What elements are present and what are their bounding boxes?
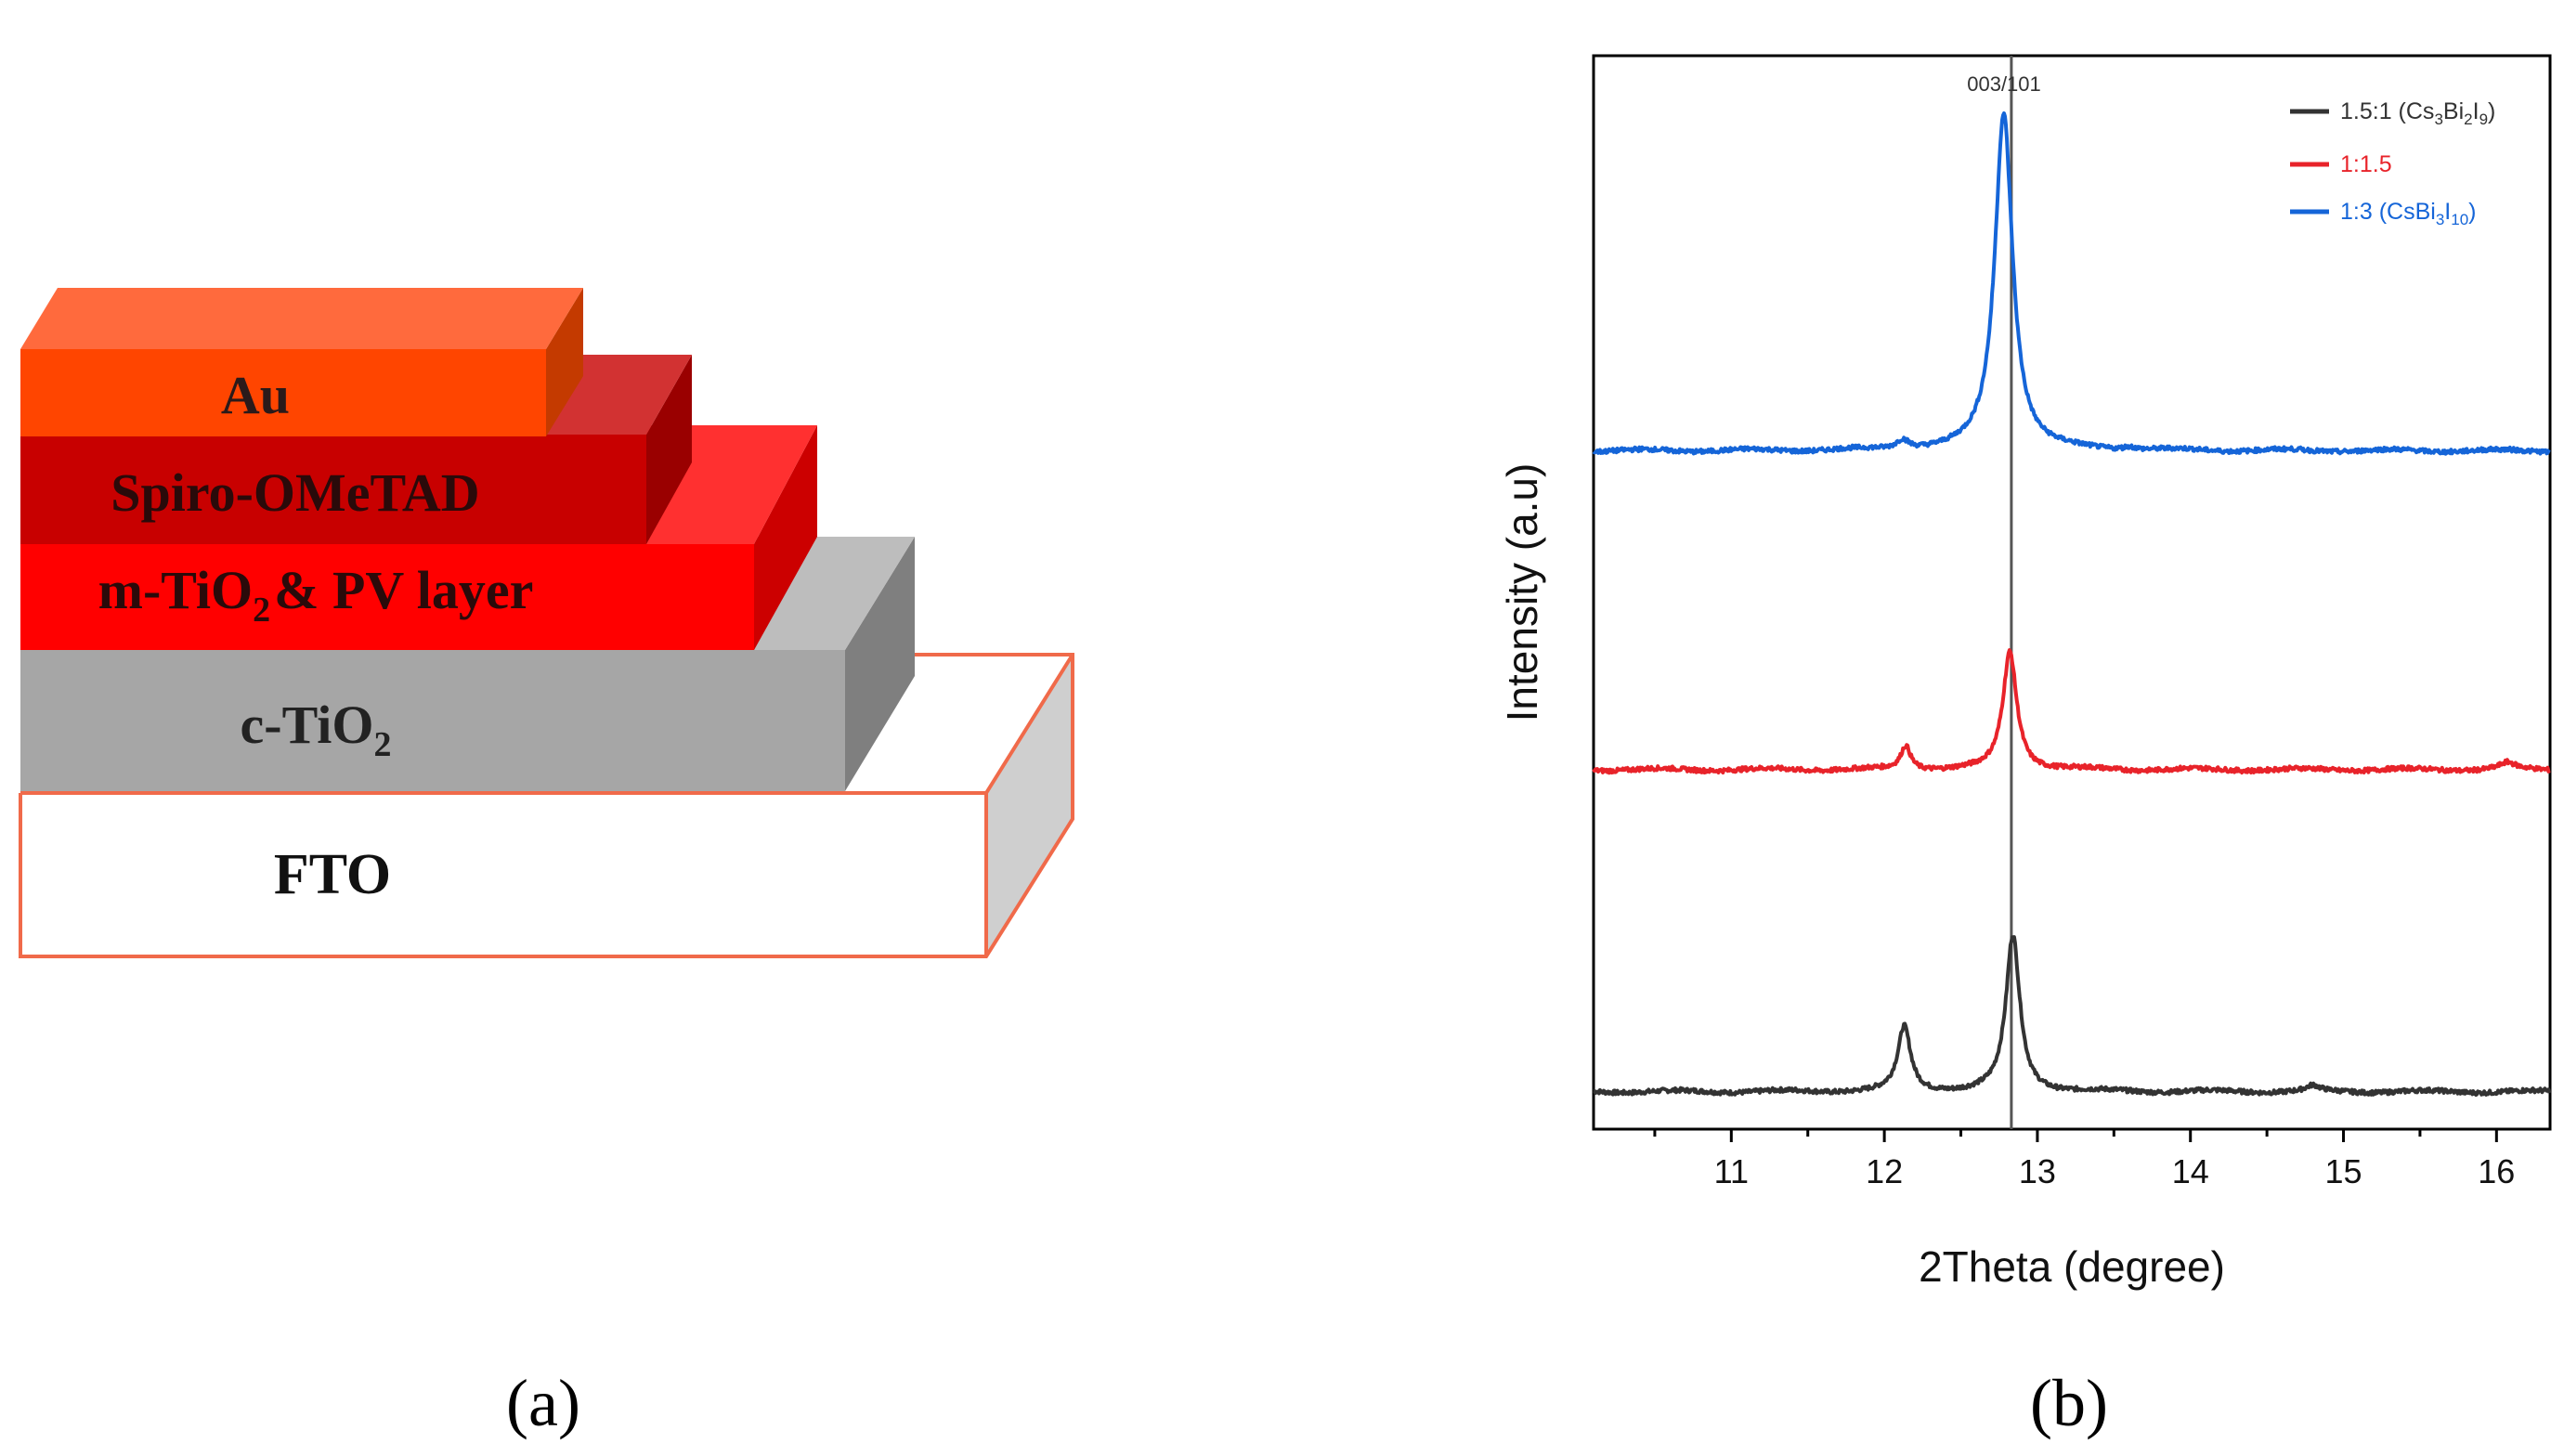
mtio2-label-sub: 2 bbox=[253, 591, 270, 630]
x-tick-label: 16 bbox=[2478, 1152, 2515, 1190]
panel-a-device-stack: Au Spiro-OMeTAD m-TiO2& PV layer c-TiO2 … bbox=[19, 288, 1074, 958]
legend-1-sub1: 3 bbox=[2434, 110, 2442, 128]
ctio2-label: c-TiO2 bbox=[241, 695, 392, 764]
spiro-label: Spiro-OMeTAD bbox=[111, 462, 479, 523]
legend-1-mid: Bi bbox=[2443, 98, 2464, 124]
xrd-series-line bbox=[1592, 648, 2551, 775]
mtio2-label: m-TiO2& PV layer bbox=[98, 560, 534, 630]
ctio2-layer-front bbox=[20, 650, 845, 791]
legend-3-post: ) bbox=[2468, 199, 2476, 225]
legend-label-2: 1:1.5 bbox=[2340, 151, 2392, 177]
x-ticks bbox=[1653, 1129, 2498, 1142]
mtio2-label-prefix: m-TiO bbox=[98, 560, 254, 620]
x-tick-label: 15 bbox=[2324, 1152, 2362, 1190]
fto-layer-side bbox=[986, 655, 1073, 956]
au-layer-side bbox=[546, 288, 583, 436]
xrd-curves bbox=[1592, 111, 2552, 1098]
ctio2-label-sub: 2 bbox=[373, 725, 391, 764]
x-tick-labels: 11 12 13 14 15 16 bbox=[1714, 1152, 2516, 1190]
legend-1-mid2: I bbox=[2473, 98, 2479, 124]
plot-frame bbox=[1592, 54, 2552, 1131]
au-layer-front bbox=[20, 349, 546, 436]
au-layer-top bbox=[20, 288, 583, 349]
legend-3-sub2: 10 bbox=[2451, 211, 2468, 228]
x-tick-label: 12 bbox=[1866, 1152, 1903, 1190]
legend-3-pre: 1:3 (CsBi bbox=[2340, 199, 2436, 225]
ctio2-label-prefix: c-TiO bbox=[241, 695, 374, 755]
mtio2-layer-front bbox=[20, 544, 754, 650]
spiro-layer-side bbox=[646, 355, 692, 544]
legend-3-mid: I bbox=[2444, 199, 2451, 225]
au-label: Au bbox=[221, 365, 290, 425]
ctio2-layer-side bbox=[845, 537, 915, 791]
panel-a-label: (a) bbox=[506, 1366, 580, 1440]
x-tick-label: 11 bbox=[1714, 1152, 1749, 1190]
x-tick-label: 14 bbox=[2172, 1152, 2209, 1190]
panel-b-label: (b) bbox=[2030, 1366, 2108, 1440]
y-axis-title: Intensity (a.u) bbox=[1498, 463, 1546, 722]
panel-b-xrd-chart: 11 12 13 14 15 16 003/101 1.5:1 (Cs3Bi2I9) 1:… bbox=[1498, 54, 2552, 1291]
legend-3-sub1: 3 bbox=[2436, 211, 2444, 228]
legend: 1.5:1 (Cs3Bi2I9) 1:1.5 1:3 (CsBi3I10) bbox=[2290, 98, 2495, 228]
spiro-layer-front bbox=[20, 435, 646, 544]
fto-label: FTO bbox=[274, 843, 391, 906]
peak-annotation: 003/101 bbox=[1967, 72, 2041, 96]
x-axis-title: 2Theta (degree) bbox=[1919, 1242, 2225, 1291]
xrd-series-line bbox=[1592, 111, 2551, 456]
legend-1-pre: 1.5:1 (Cs bbox=[2340, 98, 2434, 124]
xrd-series-line bbox=[1593, 935, 2552, 1098]
fto-layer-front bbox=[20, 793, 986, 956]
x-tick-label: 13 bbox=[2019, 1152, 2056, 1190]
legend-label-3: 1:3 (CsBi3I10) bbox=[2340, 199, 2476, 228]
mtio2-layer-side bbox=[754, 425, 817, 650]
legend-1-post: ) bbox=[2488, 98, 2495, 124]
legend-label-1: 1.5:1 (Cs3Bi2I9) bbox=[2340, 98, 2495, 128]
fto-layer-diag bbox=[984, 653, 1074, 795]
fto-layer-outline bbox=[19, 653, 1074, 958]
legend-1-sub3: 9 bbox=[2479, 110, 2488, 128]
mtio2-label-suffix: & PV layer bbox=[274, 560, 533, 620]
legend-1-sub2: 2 bbox=[2464, 110, 2472, 128]
